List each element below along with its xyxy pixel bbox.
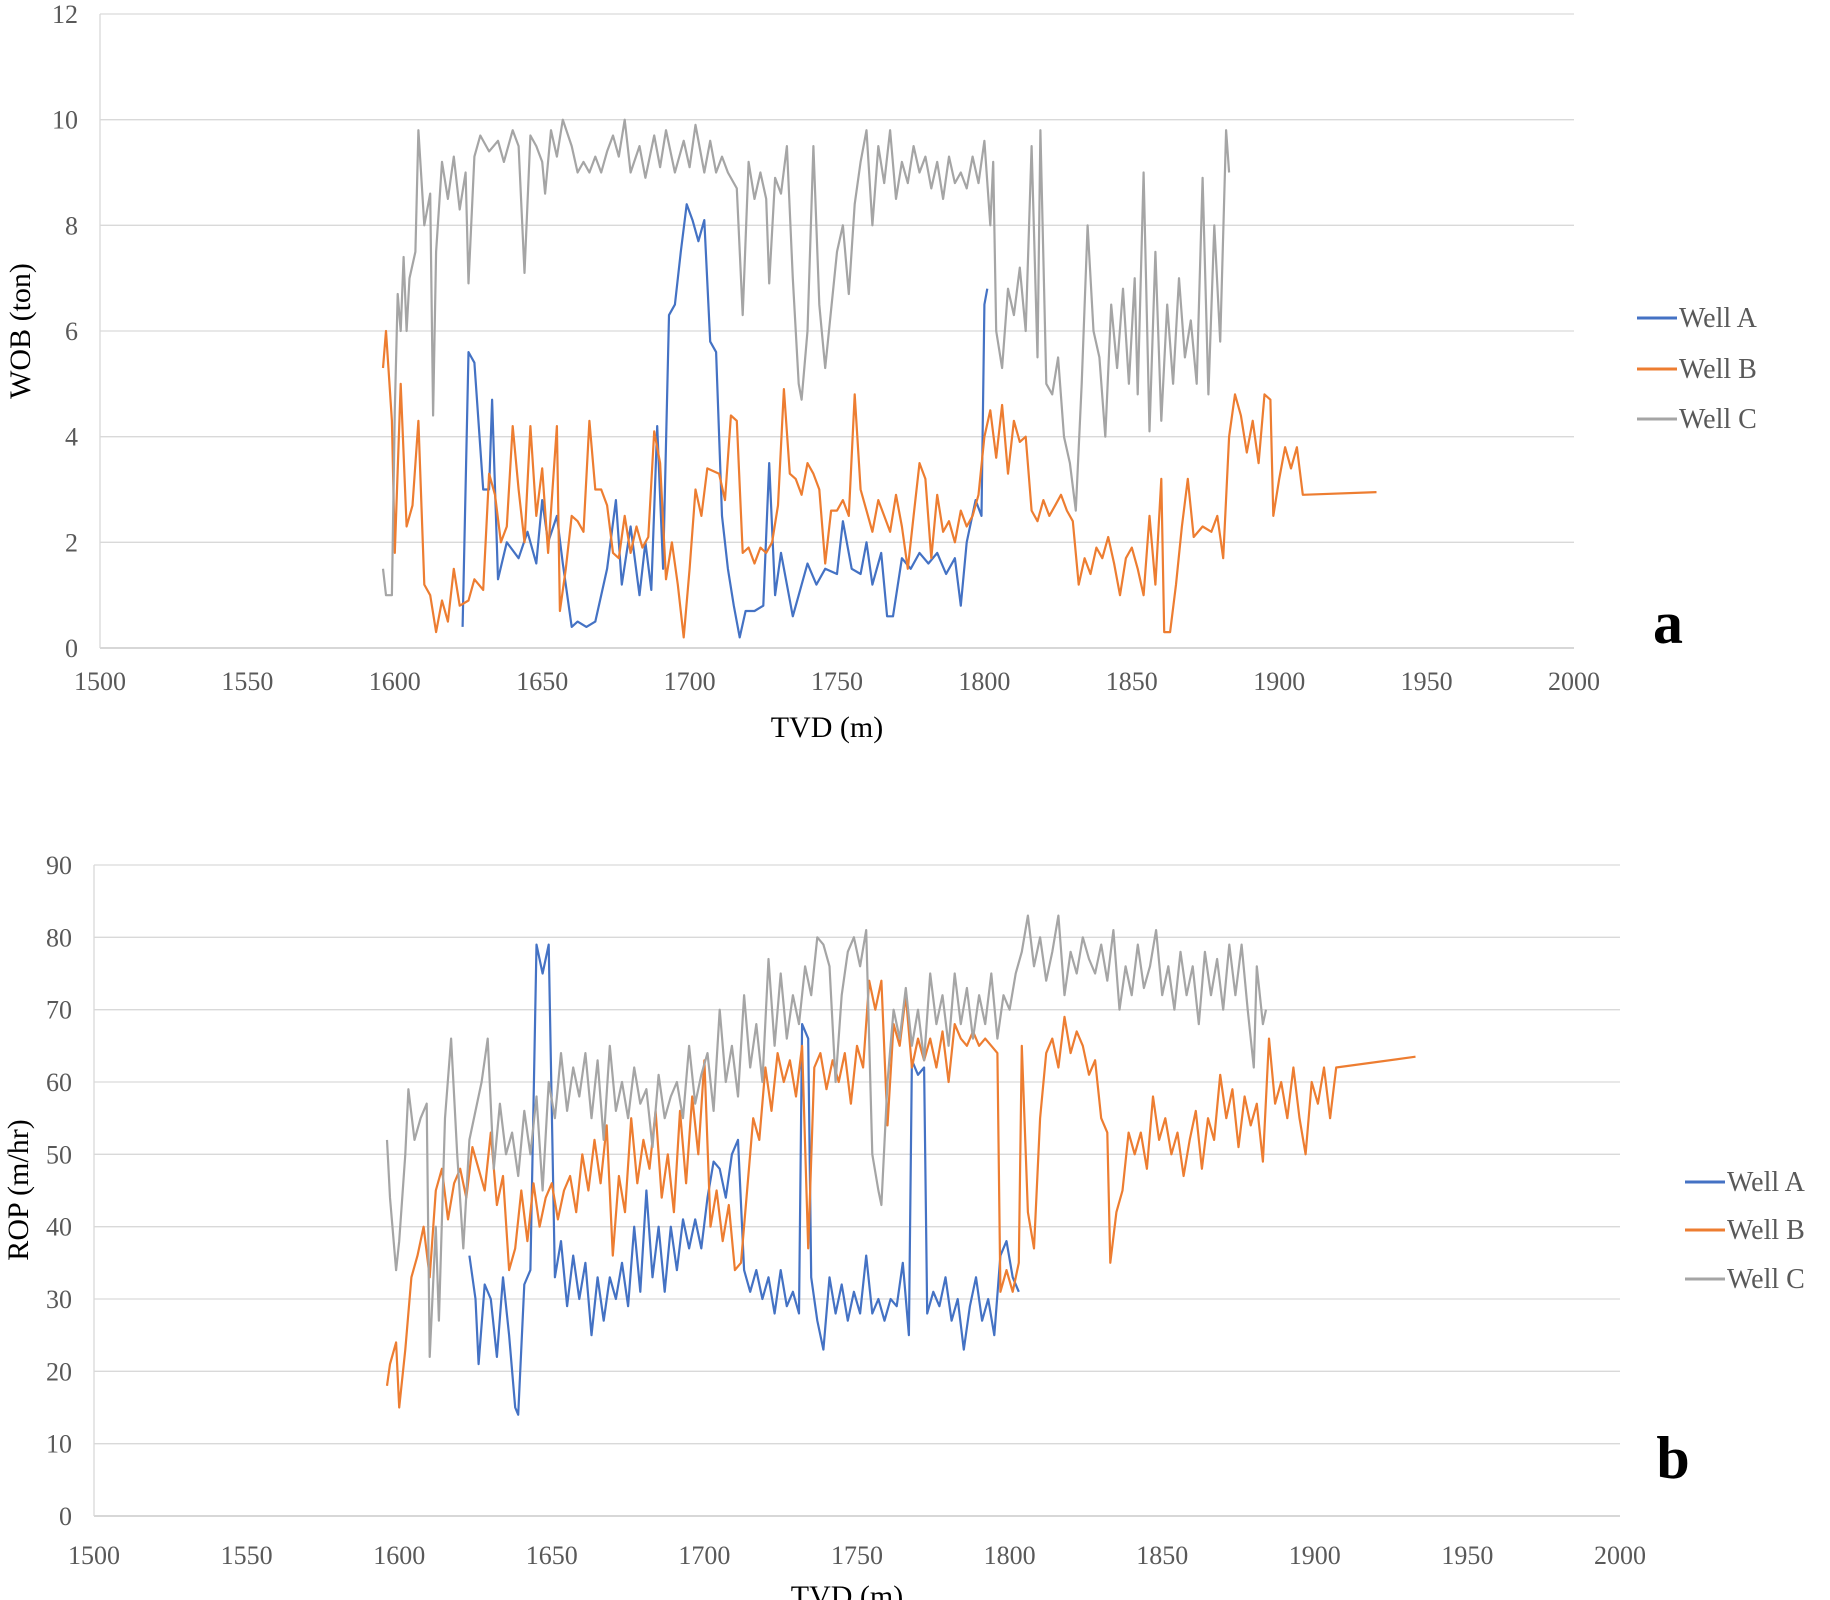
y-tick-label: 90 [46,851,72,880]
y-tick-label: 10 [52,106,78,135]
chart-panel-b: 0 10 20 30 40 50 60 70 80 90 1500 1550 1600 1650 1700 1… [2,851,1806,1600]
legend-label: Well C [1727,1264,1805,1295]
series-line-well-c [385,914,1268,1358]
x-tick-label: 1950 [1401,667,1453,696]
y-tick-label: 60 [46,1068,72,1097]
x-tick-label: 1700 [678,1541,730,1570]
series-line-well-a [461,203,989,639]
x-tick-label: 1650 [516,667,568,696]
y-axis-title: ROP (m/hr) [2,1119,35,1260]
series-line-well-a [468,943,1020,1416]
y-axis-title: WOB (ton) [4,263,37,399]
series-line-well-b [385,979,1416,1409]
legend-label: Well A [1727,1167,1806,1198]
x-tick-label: 2000 [1548,667,1600,696]
panel-label: a [1653,590,1683,656]
y-tick-label: 6 [65,317,78,346]
y-tick-label: 40 [46,1213,72,1242]
x-tick-label: 1600 [373,1541,425,1570]
chart-panel-a: 0 2 4 6 8 10 12 1500 1550 1600 1650 1700 1750 1800 185… [4,0,1758,744]
y-tick-label: 30 [46,1285,72,1314]
x-tick-label: 1500 [74,667,126,696]
y-tick-label: 20 [46,1357,72,1386]
legend-label: Well C [1679,404,1757,435]
legend-label: Well B [1727,1215,1805,1246]
x-tick-label: 1600 [369,667,421,696]
x-tick-label: 2000 [1594,1541,1646,1570]
legend-label: Well B [1679,354,1757,385]
x-tick-label: 1900 [1289,1541,1341,1570]
series-line-well-b [381,329,1377,639]
x-tick-label: 1550 [221,1541,273,1570]
x-tick-label: 1850 [1136,1541,1188,1570]
x-tick-label: 1700 [664,667,716,696]
x-tick-label: 1750 [831,1541,883,1570]
y-tick-label: 0 [65,634,78,663]
y-tick-label: 10 [46,1430,72,1459]
legend-label: Well A [1679,303,1758,334]
x-tick-label: 1800 [984,1541,1036,1570]
series-line-well-c [381,118,1231,597]
x-tick-label: 1800 [958,667,1010,696]
x-axis-title: TVD (m) [791,1580,903,1600]
x-tick-label: 1950 [1441,1541,1493,1570]
panel-label: b [1656,1425,1689,1491]
x-tick-label: 1900 [1253,667,1305,696]
y-tick-label: 4 [65,423,78,452]
y-tick-label: 8 [65,211,78,240]
y-tick-label: 70 [46,996,72,1025]
y-tick-label: 80 [46,923,72,952]
x-tick-label: 1850 [1106,667,1158,696]
x-tick-label: 1500 [68,1541,120,1570]
y-tick-label: 12 [52,0,78,29]
x-tick-label: 1550 [221,667,273,696]
y-tick-label: 0 [59,1502,72,1531]
x-tick-label: 1750 [811,667,863,696]
y-tick-label: 2 [65,528,78,557]
y-tick-label: 50 [46,1140,72,1169]
x-axis-title: TVD (m) [771,711,883,744]
x-tick-label: 1650 [526,1541,578,1570]
